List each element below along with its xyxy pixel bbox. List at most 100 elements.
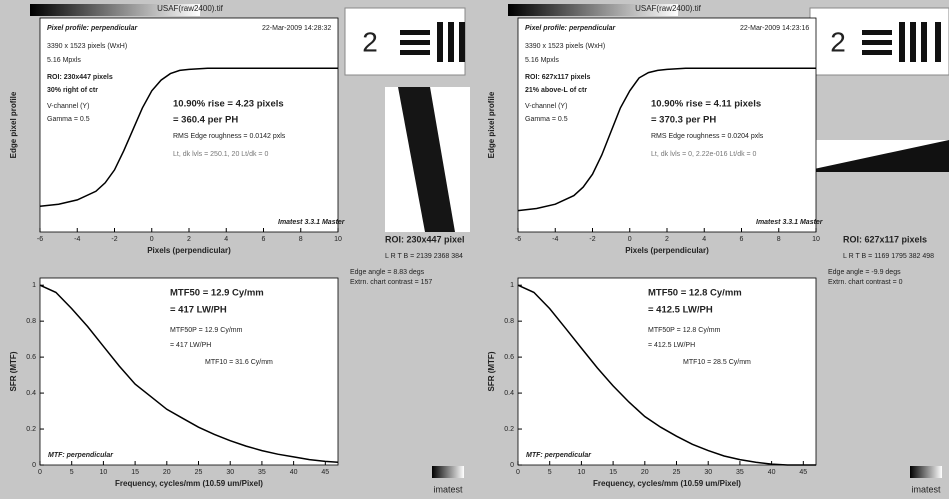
annotation: MTF10 = 31.6 Cy/mm [205,359,273,366]
annotation: 30% right of ctr [47,87,98,94]
x-tick-label: 10 [100,469,108,476]
edge-image [800,140,949,172]
x-axis-label: Pixels (perpendicular) [625,246,709,255]
annotation: MTF50 = 12.8 Cy/mm [648,288,742,299]
annotation: MTF: perpendicular [526,452,592,459]
y-tick-label: 0.4 [26,390,36,397]
x-tick-label: 0 [628,236,632,243]
plot-area [517,277,817,466]
x-tick-label: -4 [74,236,80,243]
annotation: Pixel profile: perpendicular [47,25,139,32]
x-tick-label: 2 [665,236,669,243]
edge-angle: Edge angle = 8.83 degs [350,269,425,276]
annotation: Imatest 3.3.1 Master [278,219,346,226]
x-axis-label: Pixels (perpendicular) [147,246,231,255]
bar-target [400,22,465,62]
data-line [39,284,339,464]
plot-area [39,17,339,233]
chart-contrast: Extrn. chart contrast = 157 [350,279,432,286]
y-tick-label: 0.4 [504,390,514,397]
x-tick-label: 10 [334,236,342,243]
y-tick-label: 0 [510,462,514,469]
y-axis-label: Edge pixel profile [487,91,496,158]
annotation: 3390 x 1523 pixels (WxH) [47,43,127,50]
x-tick-label: 40 [290,469,298,476]
x-tick-label: 8 [299,236,303,243]
annotation: 21% above-L of ctr [525,87,587,94]
logo-mark [910,466,942,478]
x-tick-label: -2 [589,236,595,243]
x-tick-label: 6 [740,236,744,243]
chart-contrast: Extrn. chart contrast = 0 [828,279,903,286]
annotation: Gamma = 0.5 [47,116,90,123]
y-tick-label: 0.8 [504,318,514,325]
annotation: RMS Edge roughness = 0.0204 pxls [651,133,764,140]
annotation: Lt, dk lvls = 0, 2.22e-016 Lt/dk = 0 [651,151,757,158]
annotation: V-channel (Y) [525,103,567,110]
logo-mark [432,466,464,478]
x-tick-label: 2 [187,236,191,243]
logo-text: imatest [911,484,941,494]
y-tick-label: 0.6 [26,354,36,361]
annotation: = 417 LW/PH [170,342,211,349]
x-tick-label: 20 [641,469,649,476]
x-tick-label: 25 [195,469,203,476]
annotation: Lt, dk lvls = 250.1, 20 Lt/dk = 0 [173,151,268,158]
roi-label: ROI: 627x117 pixels [843,234,927,244]
y-tick-label: 0.8 [26,318,36,325]
y-tick-label: 0.2 [26,426,36,433]
x-tick-label: 20 [163,469,171,476]
y-tick-label: 1 [510,282,514,289]
data-line [39,67,338,208]
annotation: MTF50P = 12.9 Cy/mm [170,327,243,334]
annotation: = 370.3 per PH [651,115,716,126]
thumbnail-label: 2 [830,26,846,57]
x-tick-label: 15 [609,469,617,476]
x-tick-label: 30 [704,469,712,476]
x-tick-label: 10 [812,236,820,243]
annotation: = 412.5 LW/PH [648,305,713,316]
x-tick-label: -6 [515,236,521,243]
x-tick-label: 40 [768,469,776,476]
x-tick-label: 6 [262,236,266,243]
annotation: Gamma = 0.5 [525,116,568,123]
x-tick-label: 5 [70,469,74,476]
x-tick-label: 35 [736,469,744,476]
y-tick-label: 0.2 [504,426,514,433]
annotation: MTF10 = 28.5 Cy/mm [683,359,751,366]
annotation: 3390 x 1523 pixels (WxH) [525,43,605,50]
x-tick-label: 10 [578,469,586,476]
x-tick-label: 0 [516,469,520,476]
y-axis-label: SFR (MTF) [487,351,496,391]
x-tick-label: 0 [38,469,42,476]
x-tick-label: -6 [37,236,43,243]
annotation: MTF50P = 12.8 Cy/mm [648,327,721,334]
data-line [517,67,816,212]
gradient-bar [30,4,200,16]
annotation: MTF: perpendicular [48,452,114,459]
annotation: Imatest 3.3.1 Master [756,219,824,226]
plot-area [517,17,817,233]
annotation: 5.16 Mpxls [525,57,559,64]
annotation: = 360.4 per PH [173,115,238,126]
roi-bounds: L R T B = 1169 1795 382 498 [843,253,934,260]
data-line [517,284,816,466]
x-tick-label: -4 [552,236,558,243]
x-tick-label: 8 [777,236,781,243]
annotation: ROI: 627x117 pixels [525,74,590,81]
x-tick-label: 4 [224,236,228,243]
x-tick-label: 35 [258,469,266,476]
logo-text: imatest [433,484,463,494]
x-axis-label: Frequency, cycles/mm (10.59 um/Pixel) [115,479,263,488]
annotation: 22-Mar-2009 14:23:16 [740,25,809,32]
x-tick-label: 45 [799,469,807,476]
x-tick-label: 4 [702,236,706,243]
x-tick-label: 25 [673,469,681,476]
roi-bounds: L R T B = 2139 2368 384 [385,253,463,260]
x-axis-label: Frequency, cycles/mm (10.59 um/Pixel) [593,479,741,488]
roi-label: ROI: 230x447 pixel [385,234,465,244]
edge-image [398,87,455,232]
y-axis-label: Edge pixel profile [9,91,18,158]
annotation: = 417 LW/PH [170,305,227,316]
